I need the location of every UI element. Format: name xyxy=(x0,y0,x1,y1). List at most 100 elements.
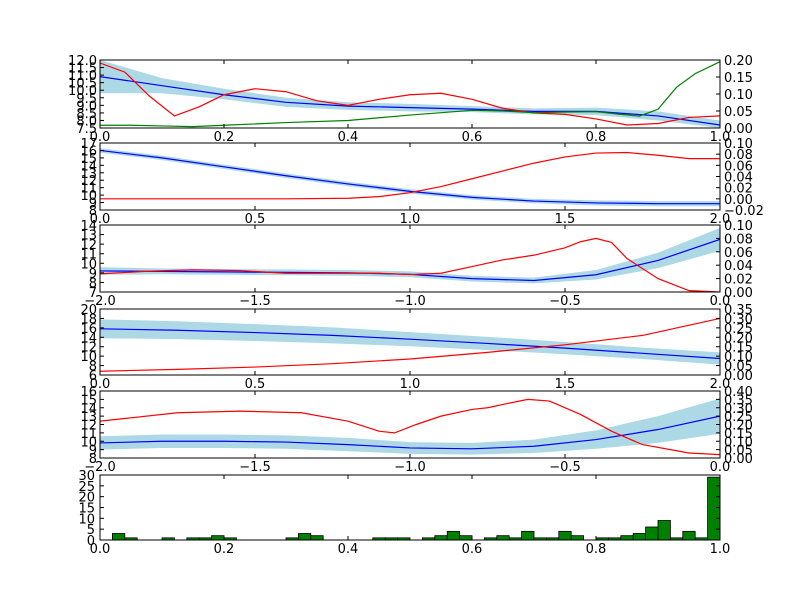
confidence-band xyxy=(100,148,720,207)
y-left-tick-label: 9 xyxy=(89,444,97,459)
histogram-bar xyxy=(310,535,324,540)
x-tick-label: 0.4 xyxy=(338,542,359,557)
x-tick-label: 0.6 xyxy=(462,542,483,557)
histogram-bar xyxy=(682,530,696,540)
series-line-red xyxy=(100,398,720,456)
x-tick-label: 0.0 xyxy=(90,377,111,392)
y-left-tick-label: 12.0 xyxy=(68,54,97,69)
y-right-tick-label: 0.20 xyxy=(724,419,753,434)
y-right-tick-label: 0.02 xyxy=(724,273,753,288)
histogram-bar xyxy=(496,535,510,540)
x-tick-label: 1.0 xyxy=(400,377,421,392)
x-tick-label: 0.0 xyxy=(710,294,731,309)
y-tick-label: 20 xyxy=(78,491,95,506)
histogram-bar xyxy=(707,476,720,540)
series-line-red xyxy=(100,317,720,372)
y-left-tick-label: 7.5 xyxy=(76,122,97,137)
x-tick-label: 1.5 xyxy=(555,377,576,392)
y-left-tick-label: 8.5 xyxy=(76,107,97,122)
y-left-tick-label: 8 xyxy=(89,452,97,467)
y-left-tick-label: 13 xyxy=(80,229,97,244)
y-left-tick-label: 15 xyxy=(80,152,97,167)
x-tick-label: −1.5 xyxy=(239,294,271,309)
x-tick-label: 0.4 xyxy=(338,130,359,145)
histogram-bar xyxy=(297,533,312,540)
mean-line xyxy=(100,328,720,360)
y-left-tick-label: 10 xyxy=(80,435,97,450)
y-right-tick-label: 0.15 xyxy=(724,341,753,356)
axes-frame xyxy=(99,142,721,211)
x-tick-label: 1.0 xyxy=(710,130,731,145)
histogram-bar xyxy=(211,535,225,540)
y-right-tick-label: 0.00 xyxy=(724,193,753,208)
y-tick-label: 15 xyxy=(78,502,95,517)
panel-2: 891011121314151617−0.020.000.020.040.060… xyxy=(80,137,763,227)
y-right-tick-label: 0.00 xyxy=(724,286,753,301)
mean-line xyxy=(100,149,720,205)
y-right-tick-label: 0.05 xyxy=(724,360,753,375)
y-right-tick-label: 0.35 xyxy=(724,393,753,408)
y-left-tick-label: 15 xyxy=(80,393,97,408)
y-right-tick-label: −0.02 xyxy=(724,204,764,219)
y-right-tick-label: 0.02 xyxy=(724,182,753,197)
y-right-tick-label: 0.05 xyxy=(724,444,753,459)
plot-area xyxy=(100,227,720,292)
histogram-bar xyxy=(459,535,473,540)
y-left-tick-label: 10 xyxy=(80,350,97,365)
y-right-tick-label: 0.20 xyxy=(724,331,753,346)
plot-area xyxy=(112,476,720,540)
plot-area xyxy=(100,60,720,128)
y-right-tick-label: 0.20 xyxy=(724,54,753,69)
x-tick-label: 1.0 xyxy=(400,212,421,227)
y-right-tick-label: 0.00 xyxy=(724,452,753,467)
y-left-tick-label: 14 xyxy=(80,331,97,346)
y-left-tick-label: 16 xyxy=(80,144,97,159)
x-tick-label: 1.5 xyxy=(555,212,576,227)
confidence-band xyxy=(100,319,720,365)
series-line-red xyxy=(100,237,720,292)
histogram-bar xyxy=(521,530,535,540)
y-left-tick-label: 11 xyxy=(80,427,97,442)
y-left-tick-label: 16 xyxy=(80,322,97,337)
x-tick-label: −2.0 xyxy=(84,294,116,309)
axes-frame xyxy=(99,308,721,376)
y-left-tick-label: 11 xyxy=(80,182,97,197)
y-left-tick-label: 20 xyxy=(80,303,97,318)
confidence-band xyxy=(100,398,720,455)
x-tick-label: 0.8 xyxy=(586,130,607,145)
y-right-tick-label: 0.00 xyxy=(724,122,753,137)
y-right-tick-label: 0.08 xyxy=(724,148,753,163)
histogram-bar xyxy=(434,535,448,540)
y-left-tick-label: 9 xyxy=(89,267,97,282)
y-left-tick-label: 17 xyxy=(80,137,97,152)
y-left-tick-label: 14 xyxy=(80,219,97,234)
y-left-tick-label: 11 xyxy=(80,248,97,263)
y-left-tick-label: 14 xyxy=(80,159,97,174)
y-left-tick-label: 9.5 xyxy=(76,92,97,107)
y-left-tick-label: 12 xyxy=(80,341,97,356)
plot-area xyxy=(100,398,720,456)
y-right-tick-label: 0.30 xyxy=(724,402,753,417)
histogram-bar xyxy=(632,533,647,540)
y-left-tick-label: 12 xyxy=(80,419,97,434)
y-right-tick-label: 0.35 xyxy=(724,303,753,318)
x-tick-label: 0.8 xyxy=(586,542,607,557)
y-right-tick-label: 0.25 xyxy=(724,410,753,425)
y-tick-label: 25 xyxy=(78,480,95,495)
axes-frame xyxy=(99,474,721,541)
y-right-tick-label: 0.00 xyxy=(724,369,753,384)
y-left-tick-label: 10 xyxy=(80,189,97,204)
confidence-band xyxy=(100,227,720,284)
histogram-bar xyxy=(112,533,126,540)
y-left-tick-label: 11.5 xyxy=(68,62,97,77)
panel-1: 7.58.08.59.09.510.010.511.011.512.0 0.00 0… xyxy=(68,54,753,145)
y-right-tick-label: 0.15 xyxy=(724,427,753,442)
y-left-tick-label: 6 xyxy=(89,369,97,384)
axes-frame xyxy=(99,390,721,459)
x-tick-label: −1.5 xyxy=(239,460,271,475)
y-right-tick-label: 0.06 xyxy=(724,159,753,174)
y-tick-label: 30 xyxy=(78,469,95,484)
